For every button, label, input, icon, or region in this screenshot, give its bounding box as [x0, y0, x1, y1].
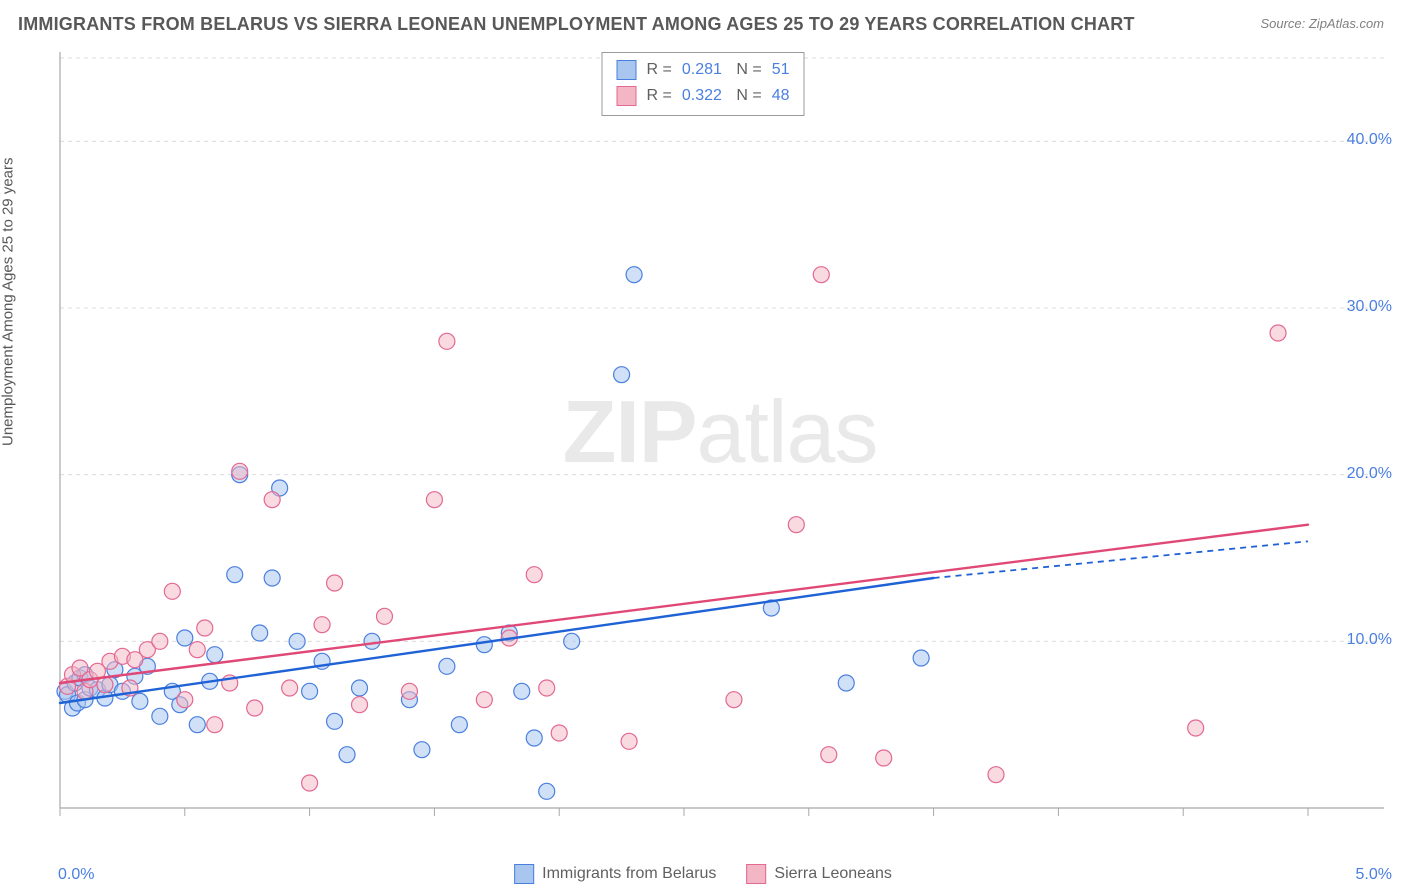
legend-label-1: Sierra Leoneans [774, 865, 891, 883]
x-axis-min-label: 0.0% [58, 866, 94, 884]
stats-n-label: N = [732, 83, 762, 109]
stats-legend: R = 0.281 N = 51 R = 0.322 N = 48 [602, 52, 805, 116]
legend-label-0: Immigrants from Belarus [542, 865, 716, 883]
scatter-plot-svg [52, 48, 1388, 848]
swatch-series-1 [617, 86, 637, 106]
y-axis-label: Unemployment Among Ages 25 to 29 years [0, 157, 17, 446]
series-legend: Immigrants from Belarus Sierra Leoneans [514, 864, 892, 884]
legend-swatch-1 [746, 864, 766, 884]
stats-r-label: R = [647, 83, 672, 109]
swatch-series-0 [617, 60, 637, 80]
stats-row-series-1: R = 0.322 N = 48 [617, 83, 790, 109]
chart-title: IMMIGRANTS FROM BELARUS VS SIERRA LEONEA… [18, 14, 1135, 35]
y-tick-label: 20.0% [1347, 465, 1392, 483]
stats-n-value-0: 51 [772, 57, 790, 83]
y-tick-label: 40.0% [1347, 131, 1392, 149]
x-axis-max-label: 5.0% [1356, 866, 1392, 884]
legend-item-1: Sierra Leoneans [746, 864, 891, 884]
stats-row-series-0: R = 0.281 N = 51 [617, 57, 790, 83]
stats-r-value-0: 0.281 [682, 57, 722, 83]
source-attribution: Source: ZipAtlas.com [1260, 16, 1384, 31]
legend-swatch-0 [514, 864, 534, 884]
legend-item-0: Immigrants from Belarus [514, 864, 716, 884]
stats-r-label: R = [647, 57, 672, 83]
stats-n-value-1: 48 [772, 83, 790, 109]
y-tick-label: 10.0% [1347, 631, 1392, 649]
stats-r-value-1: 0.322 [682, 83, 722, 109]
correlation-chart: IMMIGRANTS FROM BELARUS VS SIERRA LEONEA… [0, 0, 1406, 892]
stats-n-label: N = [732, 57, 762, 83]
plot-area: ZIPatlas [52, 48, 1388, 848]
y-tick-label: 30.0% [1347, 298, 1392, 316]
